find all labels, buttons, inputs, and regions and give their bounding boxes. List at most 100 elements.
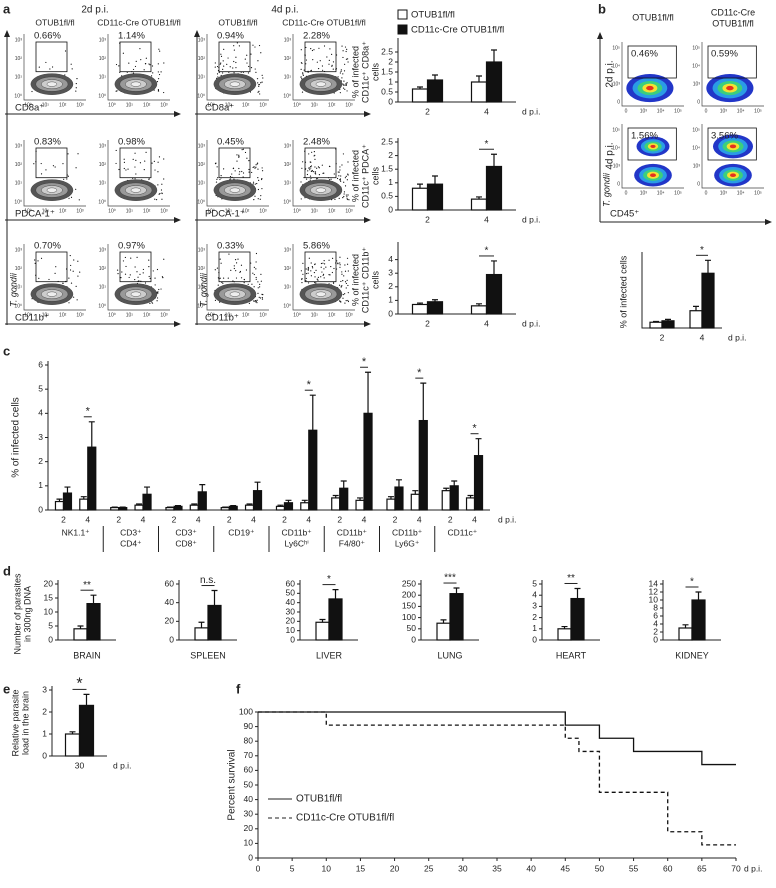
event-dot: [240, 264, 243, 266]
event-dot: [339, 169, 341, 171]
contour: [130, 187, 142, 193]
chart-title: LIVER: [316, 650, 343, 660]
event-dot: [345, 50, 347, 53]
group-label: CD19⁺: [228, 527, 255, 537]
gate: [35, 41, 68, 73]
significance: *: [307, 379, 312, 391]
event-dot: [38, 277, 40, 280]
y-tick-label: 2: [38, 456, 43, 466]
event-dot: [347, 194, 349, 196]
error-bar: [64, 486, 71, 494]
event-dot: [347, 173, 349, 175]
x-tick-label: 4: [484, 106, 489, 116]
event-dot: [68, 302, 70, 304]
x-tick-label: 4: [417, 514, 422, 524]
flow-tick: 10¹: [284, 75, 292, 81]
y-axis-label: Relative parasite: [10, 689, 20, 756]
flow-tick: 10²: [198, 162, 206, 168]
event-dot: [320, 276, 322, 278]
y-tick-label: 20: [286, 616, 296, 626]
event-dot: [322, 274, 324, 276]
event-dot: [311, 266, 313, 268]
event-dot: [337, 262, 339, 264]
event-dot: [342, 73, 344, 75]
event-dot: [347, 270, 349, 272]
event-dot: [235, 270, 237, 272]
significance: **: [567, 573, 575, 584]
y-tick-label: 0: [653, 634, 658, 644]
flow-tick: 10²: [143, 312, 151, 318]
event-dot: [314, 172, 316, 174]
flow-tick: 10¹: [284, 181, 292, 187]
event-dot: [311, 151, 313, 153]
gate: [119, 41, 152, 73]
flow-tick: 10⁰: [14, 93, 22, 99]
event-dot: [51, 66, 54, 68]
event-dot: [236, 154, 238, 156]
event-dot: [253, 199, 255, 201]
x-tick-label: 4: [700, 332, 705, 342]
y-tick-label: 2.5: [381, 46, 393, 56]
marker-label: CD8a⁺: [15, 103, 44, 114]
event-dot: [34, 259, 36, 261]
event-dot: [232, 280, 234, 282]
event-dot: [134, 178, 136, 180]
error-bar: [476, 303, 482, 306]
flow-tick: 10²: [99, 56, 107, 62]
error-bar: [417, 302, 423, 305]
event-dot: [333, 267, 335, 270]
event-dot: [223, 65, 225, 67]
x-tick-label: 4: [306, 514, 311, 524]
arrow-head: [194, 30, 200, 37]
event-dot: [312, 267, 314, 269]
flow-tick: 10¹: [15, 285, 23, 291]
event-dot: [248, 168, 250, 171]
event-dot: [253, 266, 255, 268]
event-dot: [236, 42, 238, 44]
event-dot: [214, 269, 216, 271]
x-tick-label: 4: [472, 514, 477, 524]
flow-tick: 10³: [720, 108, 728, 114]
event-dot: [342, 153, 345, 155]
event-dot: [223, 168, 225, 170]
event-dot: [217, 284, 219, 286]
bar: [64, 733, 81, 757]
error-bar: [211, 589, 218, 606]
event-dot: [239, 171, 241, 173]
event-dot: [160, 288, 162, 290]
event-dot: [144, 160, 146, 162]
event-dot: [320, 262, 323, 265]
event-dot: [68, 197, 70, 199]
event-dot: [261, 177, 263, 180]
flow-tick: 10³: [345, 102, 353, 108]
event-dot: [157, 71, 159, 73]
event-dot: [158, 48, 160, 50]
event-dot: [234, 170, 236, 172]
event-dot: [251, 171, 253, 174]
bar: [207, 604, 222, 641]
x-tick-label: 70: [731, 863, 741, 873]
y-axis-label: Percent survival: [227, 749, 238, 820]
event-dot: [158, 288, 160, 291]
x-tick-label: 60: [663, 863, 673, 873]
gate-percent: 0.66%: [34, 31, 61, 42]
flow-tick: 10⁰: [24, 208, 32, 214]
y-tick-label: 0: [290, 634, 295, 644]
y-tick-label: 3: [532, 601, 537, 611]
flow-tick: 10⁰: [293, 102, 301, 108]
event-dot: [345, 287, 347, 289]
group-label: CD11b⁺: [392, 527, 423, 537]
event-dot: [342, 56, 344, 59]
flow-tick: 10¹: [198, 75, 206, 81]
marker-label: PDCA-1⁺: [15, 209, 55, 220]
flow-tick: 10³: [640, 190, 648, 196]
bar: [701, 272, 715, 329]
event-dot: [149, 277, 151, 280]
event-dot: [123, 158, 125, 160]
density: [646, 85, 654, 91]
flow-tick: 10⁰: [293, 208, 301, 214]
flow-column-label: OTUB1fl/fl: [218, 17, 257, 27]
event-dot: [221, 281, 223, 284]
event-dot: [260, 273, 262, 275]
event-dot: [140, 59, 142, 61]
